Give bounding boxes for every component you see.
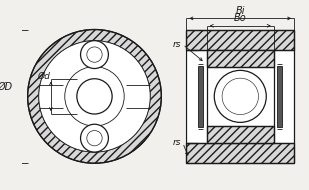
- Text: rs: rs: [172, 138, 181, 147]
- Circle shape: [81, 41, 108, 69]
- Polygon shape: [186, 143, 294, 163]
- Polygon shape: [207, 50, 274, 67]
- Circle shape: [39, 41, 150, 152]
- Text: Ød: Ød: [37, 71, 50, 80]
- Circle shape: [81, 124, 108, 152]
- Text: Bo: Bo: [234, 13, 247, 23]
- Text: Bi: Bi: [235, 6, 245, 16]
- Polygon shape: [207, 126, 274, 143]
- Circle shape: [28, 29, 161, 163]
- Text: rs: rs: [172, 40, 181, 49]
- Circle shape: [28, 29, 161, 163]
- Polygon shape: [186, 29, 294, 50]
- Bar: [277, 66, 282, 127]
- Circle shape: [214, 70, 266, 122]
- Bar: [185, 29, 295, 163]
- Circle shape: [39, 41, 150, 152]
- Bar: [198, 66, 203, 127]
- Circle shape: [77, 79, 112, 114]
- Circle shape: [65, 67, 124, 126]
- Text: ØD: ØD: [0, 82, 13, 92]
